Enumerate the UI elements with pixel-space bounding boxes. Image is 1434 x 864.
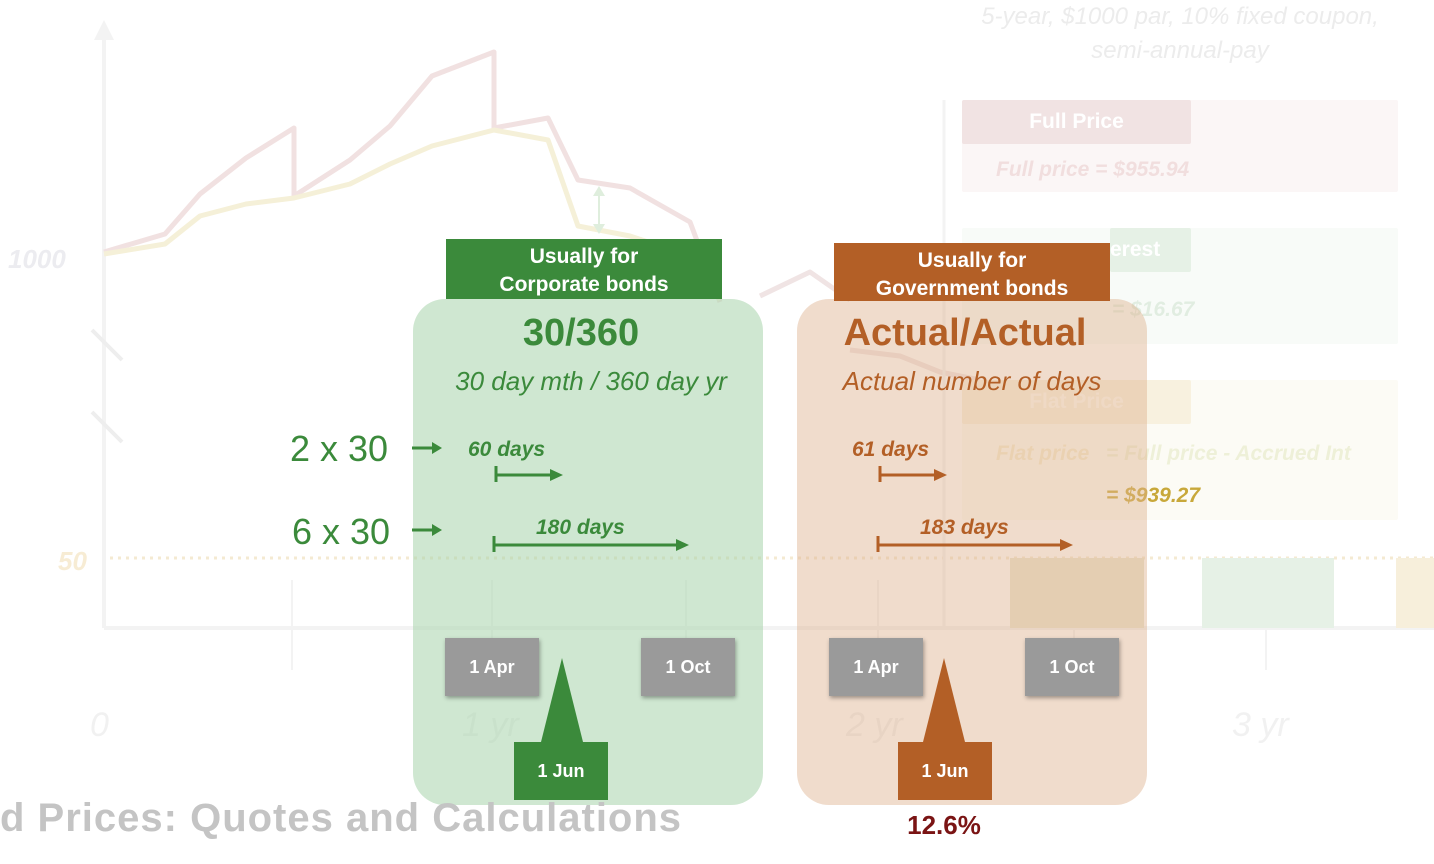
accrued-interest-panel-title: erest: [1110, 228, 1191, 272]
left-jun-pointer: [541, 658, 583, 742]
flat-price-line: [103, 127, 723, 302]
right-date-oct: 1 Oct: [1025, 638, 1119, 696]
left-days-180: 180 days: [536, 516, 625, 539]
background-bar: [1396, 558, 1434, 628]
x-label-0: 0: [90, 706, 109, 744]
x-label-2yr: 2 yr: [846, 706, 903, 744]
left-date-oct: 1 Oct: [641, 638, 735, 696]
actual-actual-box: [797, 299, 1147, 805]
multiplier-arrow-head: [432, 524, 442, 536]
multiplier-6x30: 6 x 30: [292, 511, 391, 552]
right-jun-pointer: [923, 658, 965, 742]
accrued-interest-panel-text: = $16.67: [1112, 298, 1195, 321]
right-days-183: 183 days: [920, 516, 1009, 539]
left-date-apr: 1 Apr: [445, 638, 539, 696]
flat-price-panel-title: Flat Price: [962, 380, 1191, 424]
thirty-360-heading: 30/360: [522, 312, 640, 354]
background-bar: [1202, 558, 1334, 628]
left-arrow-180-head: [676, 539, 689, 551]
x-label-3yr: 3 yr: [1232, 706, 1289, 744]
right-arrow-61-head: [934, 469, 947, 481]
right-days-61: 61 days: [852, 438, 930, 461]
slide-title-fragment: d Prices: Quotes and Calculations: [0, 796, 683, 840]
axis-break-mark: [90, 410, 124, 444]
actual-actual-heading: Actual/Actual: [843, 312, 1087, 354]
full-price-panel-title: Full Price: [962, 100, 1191, 144]
left-days-60: 60 days: [468, 438, 546, 461]
actual-actual-subtitle: Actual number of days: [842, 366, 1102, 396]
right-marker-jun: 1 Jun: [898, 742, 992, 800]
y-label-1000: 1000: [8, 244, 66, 274]
flat-price-panel-value: = $939.27: [1106, 484, 1201, 507]
corporate-bonds-badge: Usually for Corporate bonds: [446, 239, 722, 299]
thirty-360-subtitle: 30 day mth / 360 day yr: [455, 366, 727, 396]
full-price-line: [103, 49, 723, 303]
percent-label: 12.6%: [907, 810, 981, 840]
full-price-line-segment: [849, 347, 981, 383]
right-arrow-183-head: [1060, 539, 1073, 551]
accrued-arrow-head: [593, 224, 605, 234]
y-label-50: 50: [58, 546, 87, 576]
flat-price-panel-label: Flat price: [996, 442, 1090, 465]
flat-price-panel-formula: = Full price - Accrued Int: [1106, 442, 1351, 465]
right-date-apr: 1 Apr: [829, 638, 923, 696]
thirty-360-box: [413, 299, 763, 805]
government-bonds-badge: Usually for Government bonds: [834, 243, 1110, 301]
left-arrow-60-head: [550, 469, 563, 481]
background-bar: [1010, 558, 1144, 628]
left-marker-jun: 1 Jun: [514, 742, 608, 800]
full-price-panel-text: Full price = $955.94: [996, 158, 1190, 181]
background-bond-description: 5-year, $1000 par, 10% fixed coupon, sem…: [981, 3, 1379, 64]
multiplier-2x30: 2 x 30: [290, 428, 389, 469]
axis-break-mark: [90, 328, 124, 362]
y-axis-arrow: [94, 20, 114, 40]
multiplier-arrow-head: [432, 442, 442, 454]
accrued-arrow-head: [593, 186, 605, 196]
